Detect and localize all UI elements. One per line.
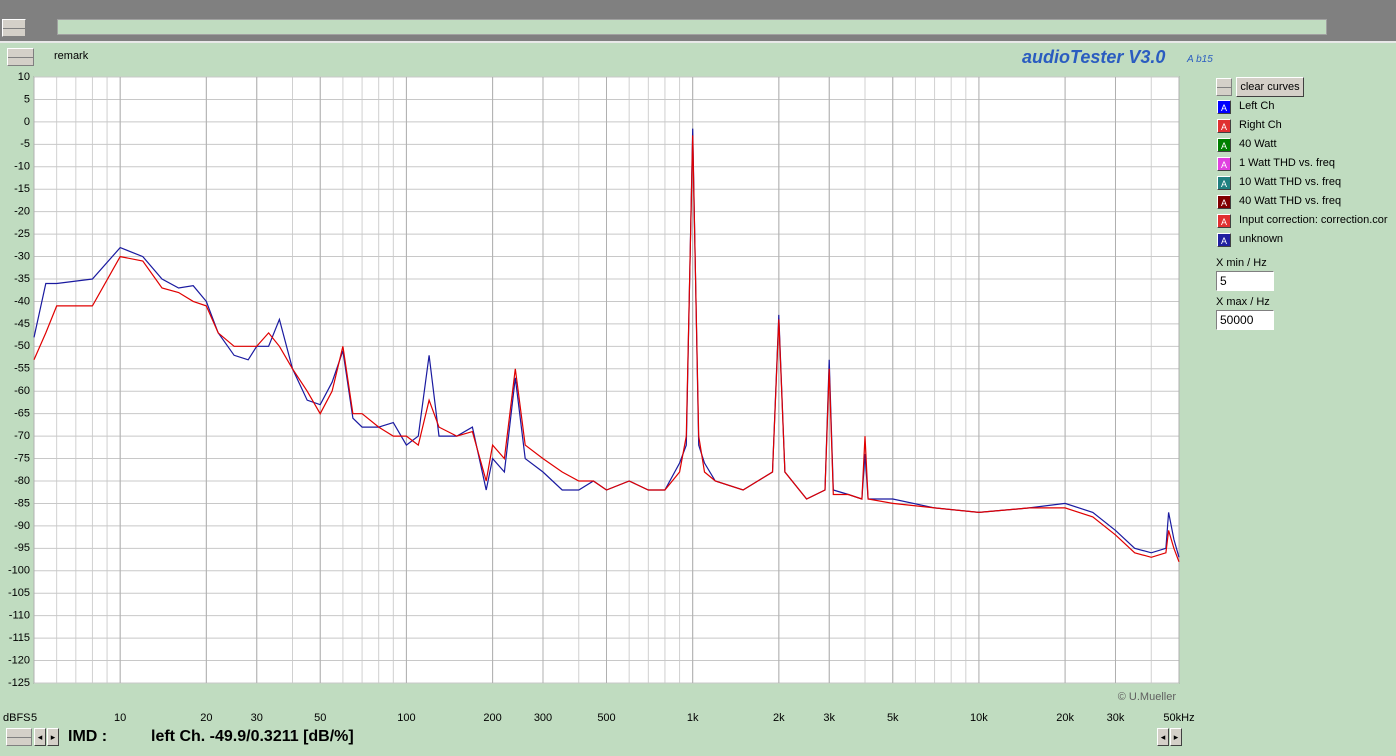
- legend-label: 40 Watt: [1239, 138, 1277, 150]
- y-tick-label: 0: [24, 116, 30, 128]
- legend-label: Left Ch: [1239, 100, 1275, 112]
- y-tick-label: -80: [14, 475, 30, 487]
- curve: [33, 135, 1180, 563]
- legend-label: Input correction: correction.cor: [1239, 214, 1388, 226]
- clear-curves-button[interactable]: clear curves: [1236, 77, 1304, 97]
- x-tick-label: 1k: [687, 712, 699, 724]
- y-tick-label: -95: [14, 542, 30, 554]
- y-tick-label: -25: [14, 228, 30, 240]
- xmax-input[interactable]: 50000: [1216, 310, 1274, 330]
- y-tick-label: -50: [14, 340, 30, 352]
- y-tick-label: -40: [14, 295, 30, 307]
- x-tick-label: 20: [200, 712, 212, 724]
- y-tick-label: -10: [14, 161, 30, 173]
- y-axis-label: dBFS: [3, 712, 31, 724]
- y-tick-label: -5: [20, 138, 30, 150]
- status-value: left Ch. -49.9/0.3211 [dB/%]: [151, 728, 354, 745]
- x-tick-label: 2k: [773, 712, 785, 724]
- y-tick-label: -90: [14, 520, 30, 532]
- scroll-right[interactable]: ▸: [47, 728, 59, 746]
- app-title: audioTester V3.0: [1022, 47, 1166, 67]
- scroll-left[interactable]: ◂: [34, 728, 46, 746]
- curve: [33, 128, 1180, 558]
- x-tick-label: 100: [397, 712, 415, 724]
- x-tick-label: 300: [534, 712, 552, 724]
- y-tick-label: -55: [14, 363, 30, 375]
- y-tick-label: -125: [8, 677, 30, 689]
- y-tick-label: -45: [14, 318, 30, 330]
- y-tick-label: -20: [14, 206, 30, 218]
- x-tick-label: 20k: [1056, 712, 1074, 724]
- x-tick-label: 5: [31, 712, 37, 724]
- x-tick-label: 50: [314, 712, 326, 724]
- x-tick-label: 30k: [1107, 712, 1125, 724]
- bottom-spinner[interactable]: [6, 728, 32, 746]
- legend-label: 40 Watt THD vs. freq: [1239, 195, 1342, 207]
- legend-button[interactable]: A: [1217, 214, 1231, 228]
- copyright: © U.Mueller: [1118, 691, 1177, 703]
- xmin-label: X min / Hz: [1216, 257, 1267, 269]
- legend-button[interactable]: A: [1217, 100, 1231, 114]
- legend-label: unknown: [1239, 233, 1284, 245]
- x-tick-label: 30: [251, 712, 263, 724]
- remark-label: remark: [54, 50, 89, 62]
- legend-button[interactable]: A: [1217, 176, 1231, 190]
- x-tick-label: 10: [114, 712, 126, 724]
- legend-spinner[interactable]: [1216, 78, 1232, 96]
- separator: [0, 41, 1396, 43]
- legend-button[interactable]: A: [1217, 138, 1231, 152]
- legend-button[interactable]: A: [1217, 195, 1231, 209]
- y-tick-label: -85: [14, 497, 30, 509]
- y-tick-label: -110: [9, 610, 30, 622]
- top-field[interactable]: [57, 19, 1327, 35]
- x-tick-label: 5k: [887, 712, 899, 724]
- y-tick-label: -105: [8, 587, 30, 599]
- scroll-right-2[interactable]: ▸: [1170, 728, 1182, 746]
- y-tick-label: -70: [14, 430, 30, 442]
- y-tick-label: 10: [18, 71, 30, 83]
- legend-button[interactable]: A: [1217, 233, 1231, 247]
- top-spinner[interactable]: [2, 19, 26, 37]
- y-tick-label: 5: [24, 93, 30, 105]
- y-tick-label: -115: [9, 632, 30, 644]
- legend-label: 10 Watt THD vs. freq: [1239, 176, 1342, 188]
- y-tick-label: -60: [14, 385, 30, 397]
- legend-button[interactable]: A: [1217, 119, 1231, 133]
- y-tick-label: -75: [14, 452, 30, 464]
- legend-label: Right Ch: [1239, 119, 1282, 131]
- y-tick-label: -100: [8, 565, 30, 577]
- x-tick-label: 50kHz: [1163, 712, 1194, 724]
- y-tick-label: -35: [14, 273, 30, 285]
- xmax-label: X max / Hz: [1216, 296, 1270, 308]
- legend-button[interactable]: A: [1217, 157, 1231, 171]
- y-tick-label: -65: [14, 408, 30, 420]
- app-version: A b15: [1187, 54, 1213, 65]
- x-tick-label: 3k: [823, 712, 835, 724]
- status-label: IMD :: [68, 728, 108, 745]
- legend-label: 1 Watt THD vs. freq: [1239, 157, 1335, 169]
- x-tick-label: 200: [483, 712, 501, 724]
- y-tick-label: -120: [8, 654, 30, 666]
- x-tick-label: 10k: [970, 712, 988, 724]
- x-tick-label: 500: [597, 712, 615, 724]
- y-tick-label: -15: [14, 183, 30, 195]
- xmin-input[interactable]: 5: [1216, 271, 1274, 291]
- remark-spinner[interactable]: [7, 48, 34, 66]
- scroll-left-2[interactable]: ◂: [1157, 728, 1169, 746]
- y-tick-label: -30: [14, 250, 30, 262]
